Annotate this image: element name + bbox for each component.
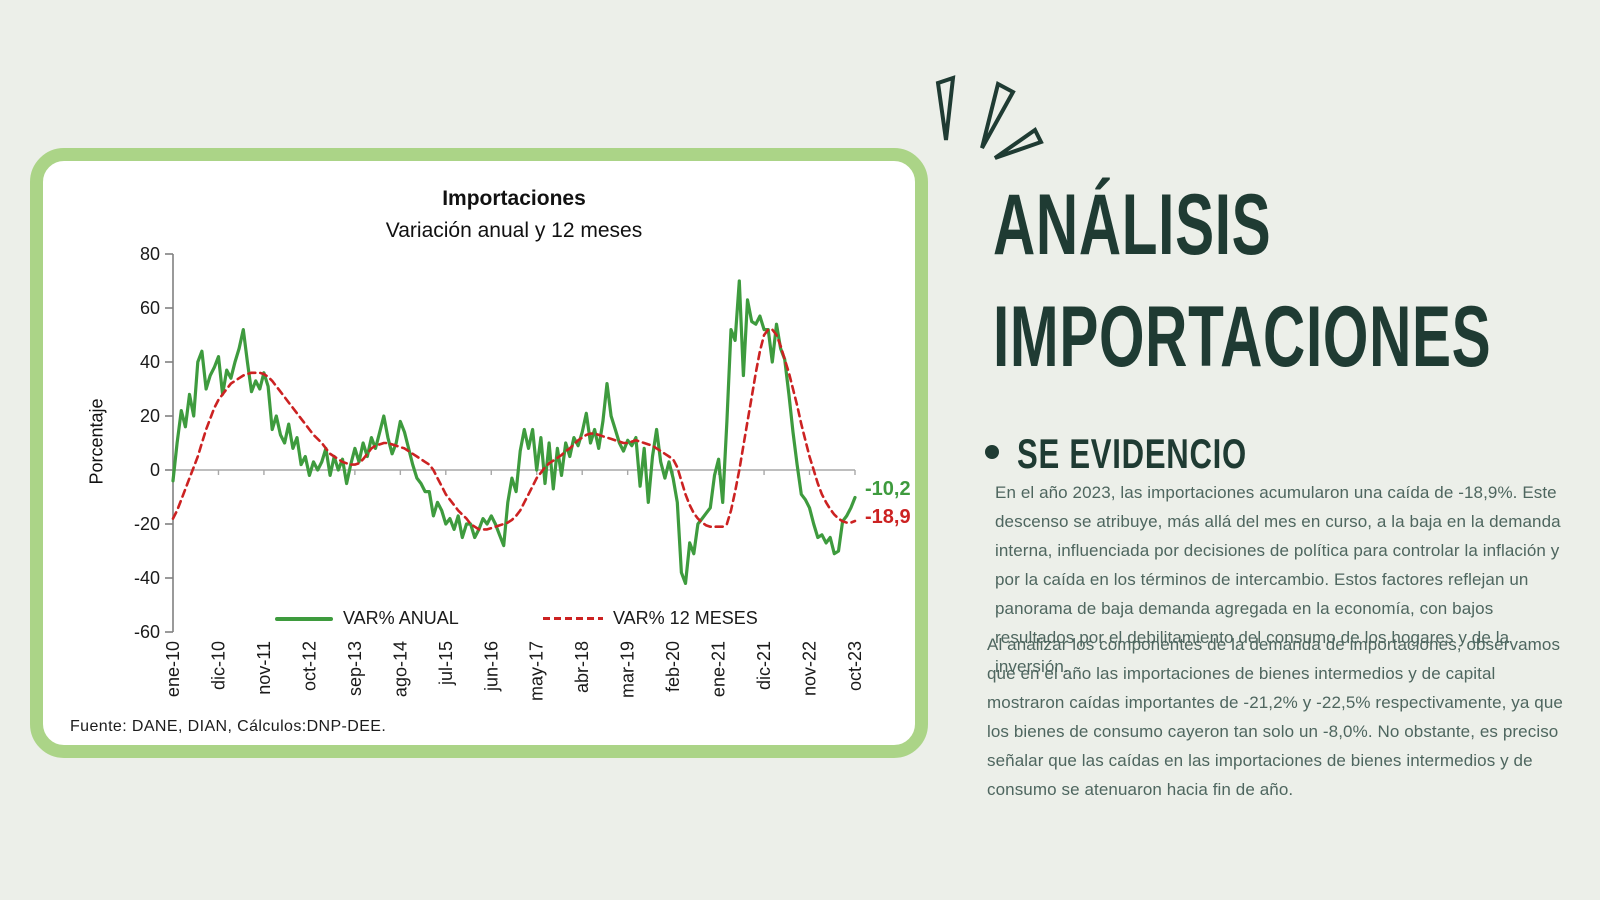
section-heading-row: SE EVIDENCIO	[985, 430, 1328, 478]
svg-text:40: 40	[140, 352, 160, 372]
series-var-12-meses	[171, 328, 857, 531]
svg-text:0: 0	[150, 460, 160, 480]
series-var-anual	[171, 279, 857, 585]
svg-text:oct-23: oct-23	[845, 641, 865, 691]
svg-text:dic-10: dic-10	[208, 641, 228, 690]
svg-text:ene-10: ene-10	[163, 641, 183, 697]
svg-text:60: 60	[140, 298, 160, 318]
sparkle-burst-icon	[935, 75, 1044, 160]
svg-text:mar-19: mar-19	[618, 641, 638, 698]
end-value-label-anual: -10,2	[865, 478, 911, 500]
chart-title: Importaciones	[442, 187, 586, 210]
analysis-paragraph-2: Al analizar los componentes de la demand…	[987, 635, 1563, 799]
chart-subtitle: Variación anual y 12 meses	[385, 219, 643, 242]
panel-title-line1: ANÁLISIS	[993, 177, 1272, 273]
svg-text:20: 20	[140, 406, 160, 426]
svg-text:-60: -60	[134, 622, 160, 642]
svg-text:nov-11: nov-11	[254, 641, 274, 695]
section-heading: SE EVIDENCIO	[1017, 430, 1247, 477]
svg-text:nov-22: nov-22	[800, 641, 820, 696]
source-note: Fuente: DANE, DIAN, Cálculos:DNP-DEE.	[70, 718, 387, 735]
svg-text:sep-13: sep-13	[345, 641, 365, 696]
red-dashed-line-icon	[543, 617, 603, 620]
svg-text:oct-12: oct-12	[299, 641, 319, 691]
green-solid-line-icon	[275, 616, 333, 621]
panel-title-line2: IMPORTACIONES	[993, 289, 1492, 385]
chart-svg: ene-10 dic-10 nov-11 oct-12 sep-13 ago-14 jul-…	[134, 244, 865, 701]
svg-text:feb-20: feb-20	[663, 641, 683, 692]
svg-text:jun-16: jun-16	[481, 641, 501, 692]
bullet-icon	[985, 445, 999, 459]
chart-card: Importaciones Variación anual y 12 meses…	[30, 148, 928, 758]
end-value-label-12-meses: -18,9	[865, 506, 911, 528]
legend-item-var-anual: VAR% ANUAL	[275, 608, 459, 629]
svg-text:jul-15: jul-15	[436, 641, 456, 686]
x-axis-labels: ene-10 dic-10 nov-11 oct-12 sep-13 ago-14 jul-…	[163, 470, 865, 701]
analysis-paragraph-1: En el año 2023, las importaciones acumul…	[995, 483, 1561, 676]
svg-text:ago-14: ago-14	[390, 641, 410, 697]
svg-text:dic-21: dic-21	[754, 641, 774, 690]
svg-text:ene-21: ene-21	[709, 641, 729, 697]
legend-item-var-12-meses: VAR% 12 MESES	[543, 608, 758, 629]
svg-text:80: 80	[140, 244, 160, 264]
svg-text:abr-18: abr-18	[572, 641, 592, 693]
svg-text:-40: -40	[134, 568, 160, 588]
legend-label-var-12-meses: VAR% 12 MESES	[613, 608, 758, 628]
svg-text:may-17: may-17	[527, 641, 547, 701]
y-axis-labels: 80 60 40 20 0 -20 -40 -60	[134, 244, 173, 642]
svg-text:-20: -20	[134, 514, 160, 534]
legend-label-var-anual: VAR% ANUAL	[343, 608, 459, 628]
